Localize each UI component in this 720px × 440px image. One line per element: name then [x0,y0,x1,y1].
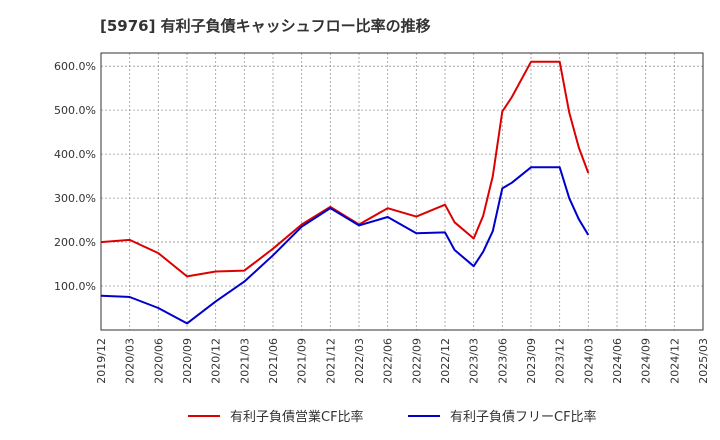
series-line-2 [100,166,590,325]
legend-label-1: 有利子負債営業CF比率 [230,409,364,425]
x-tick-label: 2024/09 [640,338,653,384]
x-tick-label: 2022/03 [353,338,366,384]
x-tick-label: 2020/09 [181,338,194,384]
x-tick-label: 2020/03 [124,338,137,384]
grid [100,53,704,330]
x-tick-label: 2020/12 [210,338,223,384]
y-tick-label: 200.0% [54,236,96,249]
y-tick-label: 500.0% [54,104,96,117]
y-tick-label: 600.0% [54,60,96,73]
y-tick-label: 100.0% [54,280,96,293]
y-tick-label: 300.0% [54,192,96,205]
x-tick-label: 2023/12 [554,338,567,384]
x-tick-label: 2021/06 [267,338,280,384]
x-tick-label: 2024/12 [668,338,681,384]
legend-label-2: 有利子負債フリーCF比率 [450,409,597,425]
y-tick-label: 400.0% [54,148,96,161]
chart-title: [5976] 有利子負債キャッシュフロー比率の推移 [100,17,431,35]
series-line-1 [100,60,590,278]
x-axis: 2019/12 2020/03 2020/06 2020/09 2020/12 2021/… [95,338,710,384]
x-tick-label: 2022/12 [439,338,452,384]
x-tick-label: 2023/09 [525,338,538,384]
x-tick-label: 2021/12 [324,338,337,384]
x-tick-label: 2021/09 [296,338,309,384]
x-tick-label: 2024/03 [582,338,595,384]
x-tick-label: 2023/06 [496,338,509,384]
x-tick-label: 2025/03 [697,338,710,384]
x-tick-label: 2022/06 [382,338,395,384]
x-tick-label: 2021/03 [238,338,251,384]
plot-area [100,52,704,331]
x-tick-label: 2023/03 [468,338,481,384]
x-tick-label: 2024/06 [611,338,624,384]
x-tick-label: 2022/09 [410,338,423,384]
x-tick-label: 2020/06 [152,338,165,384]
x-tick-label: 2019/12 [95,338,108,384]
series-lines [100,60,590,325]
y-axis: 100.0% 200.0% 300.0% 400.0% 500.0% 600.0% [54,60,96,293]
legend: 有利子負債営業CF比率 有利子負債フリーCF比率 [188,409,597,425]
